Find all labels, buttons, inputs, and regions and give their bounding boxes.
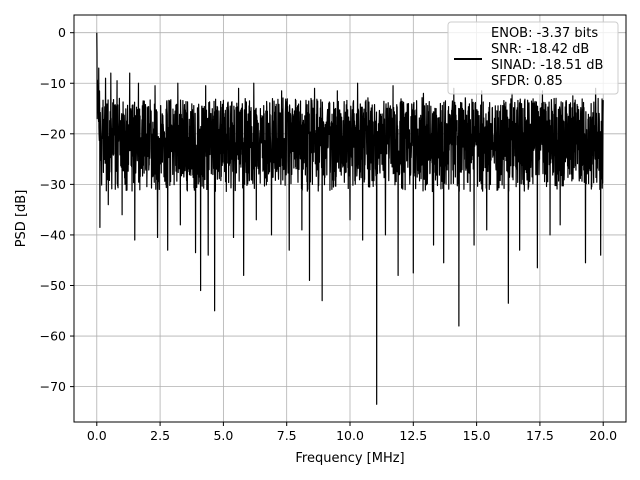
x-tick-label: 17.5 [526,428,554,443]
x-tick-label: 20.0 [589,428,617,443]
y-tick-label: −40 [40,227,66,242]
plot-area [96,32,604,405]
x-tick-label: 2.5 [150,428,170,443]
y-tick-label: −70 [40,379,66,394]
x-tick-label: 5.0 [213,428,233,443]
x-tick-label: 0.0 [87,428,107,443]
y-tick-label: −20 [40,126,66,141]
x-tick-label: 15.0 [463,428,491,443]
x-tick-label: 12.5 [399,428,427,443]
legend-entry: ENOB: -3.37 bits [491,26,598,41]
y-tick-label: −30 [40,177,66,192]
legend-entry: SFDR: 0.85 [491,74,563,89]
legend-entry: SINAD: -18.51 dB [491,58,603,73]
x-tick-label: 7.5 [277,428,297,443]
legend-box [447,21,619,95]
psd-series-line [96,32,604,405]
x-axis-label: Frequency [MHz] [295,451,404,466]
y-tick-label: 0 [58,25,66,40]
y-axis-label: PSD [dB] [14,190,29,248]
x-tick-label: 10.0 [336,428,364,443]
y-axis-ticks: 0 −10 −20 −30 −40 −50 −60 −70 [40,25,74,394]
y-tick-label: −60 [40,329,66,344]
y-tick-label: −50 [40,278,66,293]
x-axis-ticks: 0.0 2.5 5.0 7.5 10.0 12.5 15.0 17.5 20.0 [87,422,617,443]
legend-entry: SNR: -18.42 dB [491,42,589,57]
y-tick-label: −10 [40,76,66,91]
